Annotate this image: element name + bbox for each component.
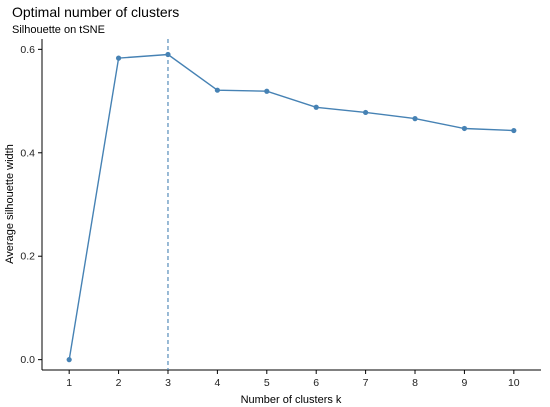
chart-subtitle: Silhouette on tSNE <box>12 24 105 36</box>
x-tick-label: 2 <box>116 377 122 389</box>
silhouette-series-line <box>68 53 514 360</box>
data-point <box>264 88 270 94</box>
data-point <box>461 125 468 132</box>
y-axis-ticks: 0.0 0.2 0.4 0.6 <box>20 44 42 366</box>
y-tick-label: 0.2 <box>20 251 35 263</box>
y-tick-label: 0.4 <box>20 147 35 159</box>
data-point <box>412 116 418 122</box>
y-tick-label: 0.6 <box>20 44 35 56</box>
data-point <box>313 104 319 110</box>
data-point <box>115 55 122 61</box>
data-point <box>214 87 220 93</box>
data-point <box>165 51 171 58</box>
x-axis-ticks: 1 2 3 4 5 6 7 8 9 10 <box>66 370 520 389</box>
x-axis-title: Number of clusters k <box>241 394 342 406</box>
y-axis-title: Average silhouette width <box>4 144 16 264</box>
x-tick-label: 8 <box>412 377 418 389</box>
x-tick-label: 1 <box>66 377 72 389</box>
x-tick-label: 10 <box>508 377 520 389</box>
x-tick-label: 9 <box>461 377 467 389</box>
chart-title: Optimal number of clusters <box>12 4 179 20</box>
x-tick-label: 5 <box>264 377 270 389</box>
data-point <box>511 127 517 134</box>
x-tick-label: 7 <box>363 377 369 389</box>
y-tick-label: 0.0 <box>20 354 35 366</box>
x-tick-label: 3 <box>165 377 171 389</box>
x-tick-label: 4 <box>214 377 220 389</box>
silhouette-series-points <box>66 51 517 363</box>
x-tick-label: 6 <box>313 377 319 389</box>
data-point <box>66 357 72 363</box>
data-point <box>363 109 369 116</box>
